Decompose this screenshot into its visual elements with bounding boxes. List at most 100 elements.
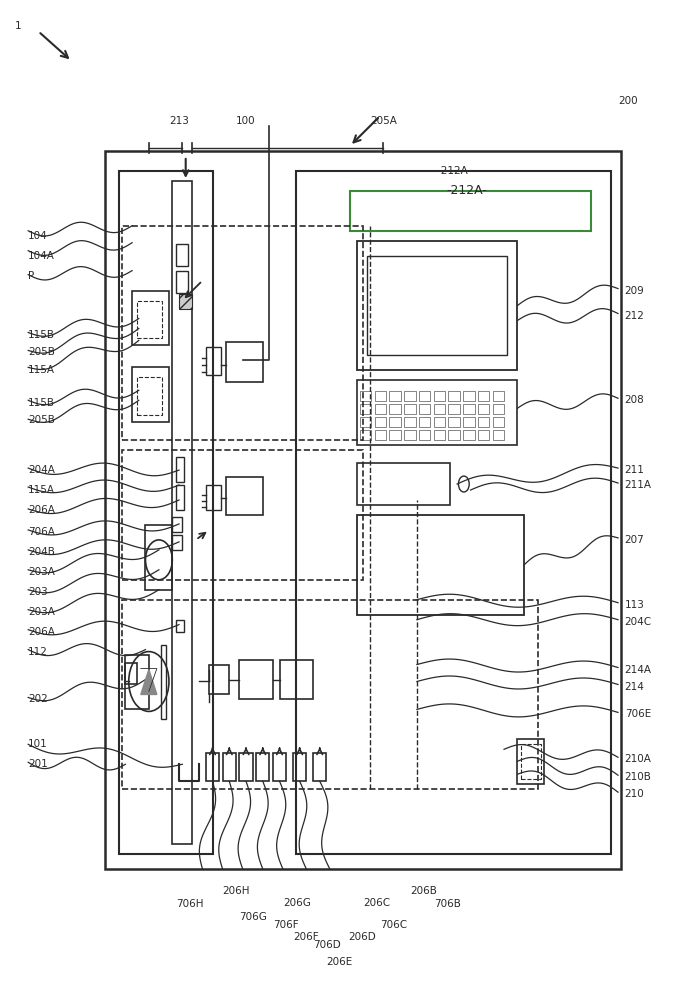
Bar — [176, 485, 184, 510]
Bar — [206, 347, 221, 375]
Bar — [125, 655, 149, 709]
Text: 1: 1 — [15, 21, 22, 31]
Text: 206D: 206D — [349, 932, 376, 942]
Bar — [433, 430, 445, 440]
Text: 115B: 115B — [28, 398, 55, 408]
Text: 205B: 205B — [28, 415, 55, 425]
Bar — [105, 151, 621, 869]
Bar — [433, 391, 445, 401]
Bar — [179, 294, 192, 309]
Bar — [209, 665, 229, 694]
Bar — [357, 515, 524, 615]
Text: 211A: 211A — [625, 480, 651, 490]
Bar — [493, 430, 504, 440]
Text: 204C: 204C — [625, 617, 652, 627]
Bar — [360, 404, 371, 414]
Bar — [404, 391, 416, 401]
Bar — [122, 226, 363, 440]
Bar — [375, 391, 386, 401]
Text: 113: 113 — [625, 600, 645, 610]
Bar — [313, 753, 326, 781]
Text: 205A: 205A — [370, 116, 397, 126]
Bar — [390, 391, 401, 401]
Bar — [375, 404, 386, 414]
Bar — [226, 342, 262, 382]
Bar — [521, 744, 541, 779]
Bar — [493, 404, 504, 414]
Text: 115B: 115B — [28, 330, 55, 340]
Text: 207: 207 — [625, 535, 645, 545]
Bar — [448, 404, 460, 414]
Bar — [172, 535, 182, 550]
Text: 203A: 203A — [28, 567, 55, 577]
Bar — [122, 450, 363, 580]
Text: 212: 212 — [625, 311, 645, 321]
Bar — [161, 645, 166, 719]
Text: 104A: 104A — [28, 251, 55, 261]
Text: P: P — [28, 271, 34, 281]
Text: 214: 214 — [625, 682, 645, 692]
Bar — [132, 367, 169, 422]
Text: 104: 104 — [28, 231, 48, 241]
Bar — [404, 417, 416, 427]
Text: 203A: 203A — [28, 607, 55, 617]
Bar — [478, 430, 489, 440]
Bar — [404, 404, 416, 414]
Bar — [360, 417, 371, 427]
Bar — [390, 404, 401, 414]
Text: 706F: 706F — [273, 920, 298, 930]
Bar — [206, 753, 219, 781]
Bar — [122, 600, 538, 789]
Bar — [240, 660, 273, 699]
Bar — [206, 485, 221, 510]
Bar — [419, 391, 430, 401]
Bar — [137, 377, 162, 415]
Text: -212A-: -212A- — [447, 184, 488, 197]
Bar — [448, 430, 460, 440]
Bar — [172, 181, 192, 844]
Bar — [375, 430, 386, 440]
Text: 706D: 706D — [313, 940, 341, 950]
Text: 206H: 206H — [223, 886, 250, 896]
Text: 206E: 206E — [326, 957, 353, 967]
Text: 210B: 210B — [625, 772, 651, 782]
Bar — [360, 430, 371, 440]
Bar — [518, 739, 544, 784]
Text: 206G: 206G — [283, 898, 311, 908]
Bar — [404, 430, 416, 440]
Text: 202: 202 — [28, 694, 48, 704]
Text: 204B: 204B — [28, 547, 55, 557]
Bar — [419, 417, 430, 427]
Text: 204A: 204A — [28, 465, 55, 475]
Text: 206A: 206A — [28, 627, 55, 637]
Text: 115A: 115A — [28, 365, 55, 375]
Text: 206B: 206B — [411, 886, 437, 896]
Text: 706E: 706E — [625, 709, 651, 719]
Bar — [125, 663, 137, 684]
Bar — [493, 391, 504, 401]
Bar — [293, 753, 306, 781]
Bar — [357, 241, 518, 370]
Text: 210: 210 — [625, 789, 645, 799]
Text: 205B: 205B — [28, 347, 55, 357]
Text: 206C: 206C — [363, 898, 390, 908]
Bar — [132, 291, 169, 345]
Text: 706C: 706C — [380, 920, 407, 930]
Text: 706A: 706A — [28, 527, 55, 537]
Text: 201: 201 — [28, 759, 48, 769]
Bar — [478, 404, 489, 414]
Bar — [433, 417, 445, 427]
Bar — [176, 457, 184, 482]
Bar — [145, 525, 172, 590]
Bar — [463, 430, 474, 440]
Text: 211: 211 — [625, 465, 645, 475]
Bar — [350, 191, 591, 231]
Bar — [357, 380, 518, 445]
Bar — [296, 171, 611, 854]
Bar — [176, 244, 188, 266]
Bar — [419, 404, 430, 414]
Text: 213: 213 — [169, 116, 189, 126]
Text: 208: 208 — [625, 395, 645, 405]
Bar — [273, 753, 286, 781]
Bar — [478, 417, 489, 427]
